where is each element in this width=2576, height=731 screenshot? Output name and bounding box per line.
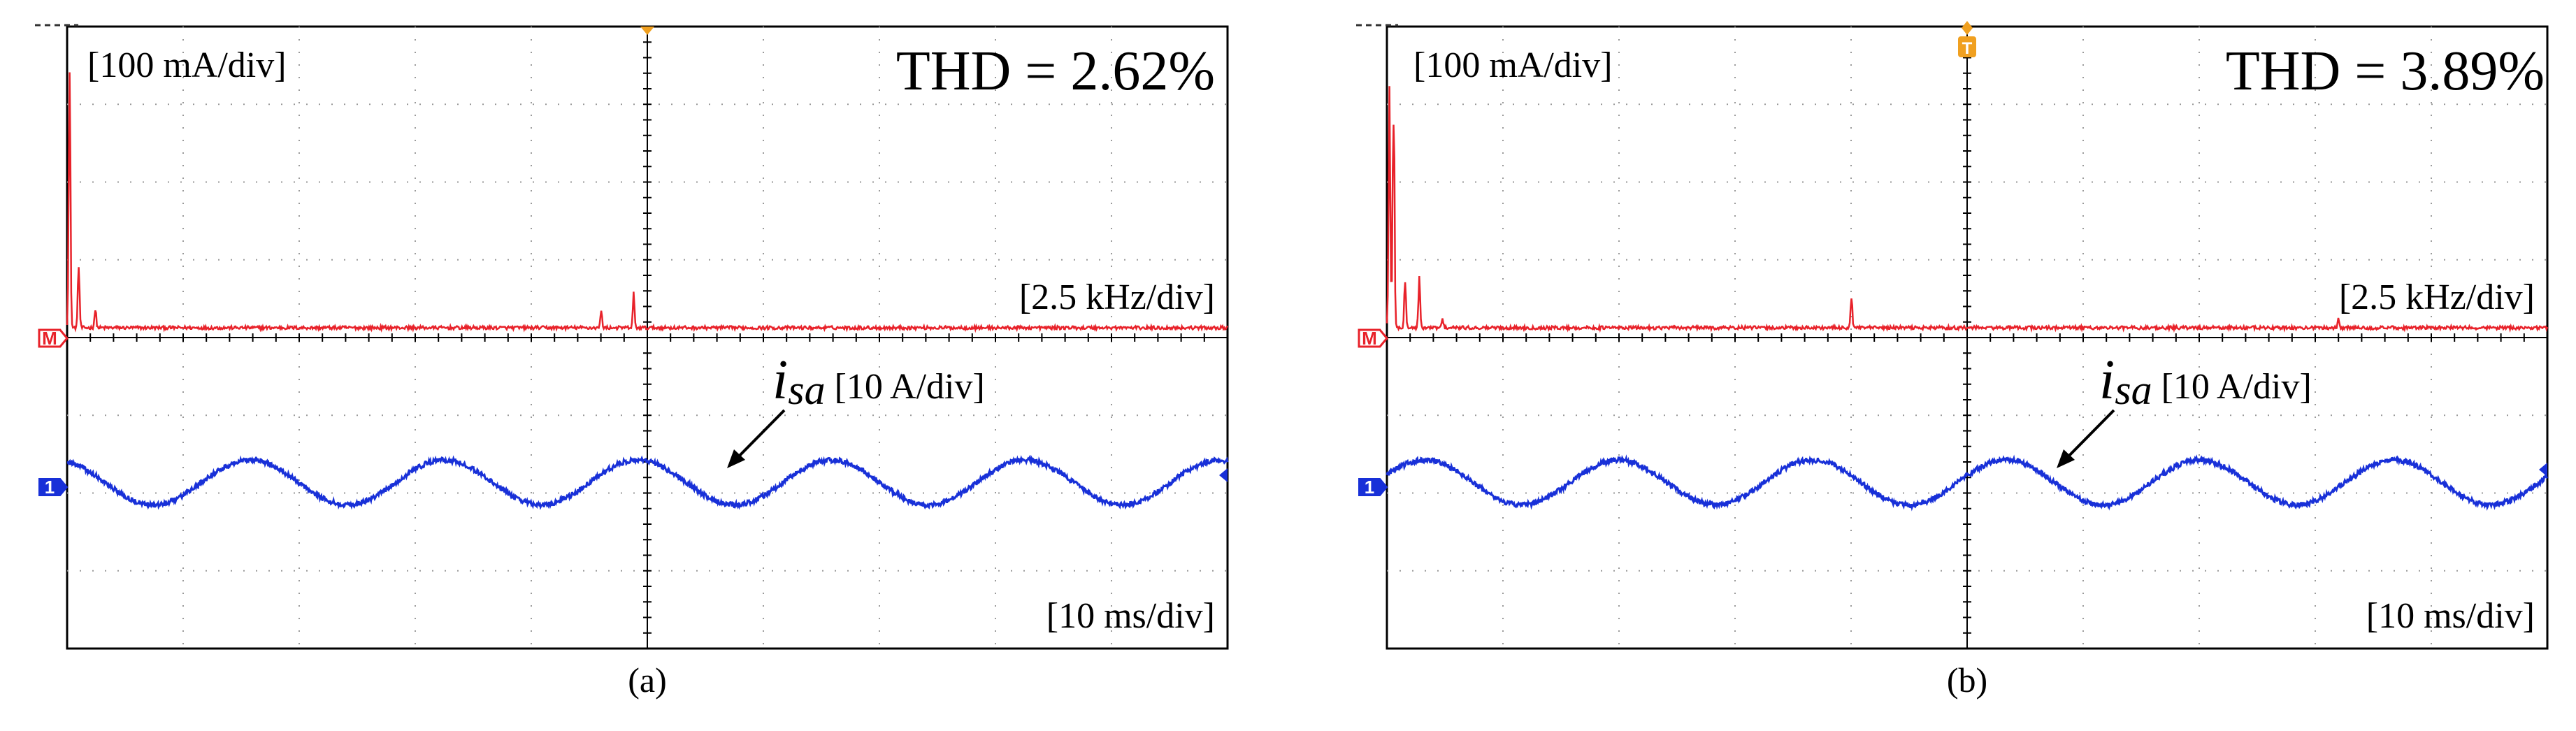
panel-a-current-label-sub: sa xyxy=(788,367,825,413)
panel-b-annotation-arrow-head xyxy=(2057,449,2075,468)
panel-a: M 1 [100 mA/div] THD = 2.62% [2.5 kHz/di… xyxy=(35,24,1229,700)
panel-a-center-ticks xyxy=(89,41,1205,634)
panel-b-ch1-marker: 1 xyxy=(1358,477,1388,498)
panel-b-trigger-marker-text: T xyxy=(1962,39,1973,58)
panel-b-current-label-var: i xyxy=(2099,349,2115,411)
panel-a-trigger-marker-icon xyxy=(640,27,654,35)
panel-a-fft-trace xyxy=(66,72,1228,333)
panel-a-freq-scale-label: [2.5 kHz/div] xyxy=(1019,277,1215,317)
panel-b-ch1-marker-text: 1 xyxy=(1365,477,1374,498)
panel-a-current-label-var: i xyxy=(772,349,788,411)
panel-b-annotation-arrow xyxy=(2057,409,2115,468)
panel-b-current-label: isa [10 A/div] xyxy=(2099,349,2312,413)
panel-b-time-scale-label: [10 ms/div] xyxy=(2366,596,2535,636)
panel-b-freq-scale-label: [2.5 kHz/div] xyxy=(2339,277,2535,317)
panel-a-math-marker-text: M xyxy=(42,328,57,349)
panel-b-center-ticks xyxy=(1409,41,2525,634)
panel-a-current-label-scale: [10 A/div] xyxy=(826,367,985,407)
panel-a-ch1-marker-text: 1 xyxy=(45,477,55,498)
panel-b-current-label-sub: sa xyxy=(2115,367,2152,413)
panel-a-ch1-marker: 1 xyxy=(38,477,69,498)
panel-b-ch1-marker-icon xyxy=(1358,478,1388,496)
panel-a-annotation-arrow-line xyxy=(733,409,786,463)
panel-b-fft-trace xyxy=(1386,86,2549,333)
panel-b-trigger-marker-diamond xyxy=(1962,21,1973,35)
panel-b-current-label-scale: [10 A/div] xyxy=(2152,367,2312,407)
panel-a-time-scale-label: [10 ms/div] xyxy=(1046,596,1215,636)
panel-a-annotation-arrow xyxy=(727,409,786,468)
panel-a-fft-scale-label: [100 mA/div] xyxy=(87,45,287,85)
panel-a-math-marker-icon xyxy=(38,328,69,348)
panel-b-math-marker-icon xyxy=(1358,328,1388,348)
panel-a-current-label: isa [10 A/div] xyxy=(772,349,985,413)
panel-b-caption: (b) xyxy=(1947,660,1987,700)
panel-b: T M 1 [100 mA/div] THD = 3.89% [2.5 kHz/… xyxy=(1356,21,2549,700)
panel-a-isa-trace xyxy=(66,454,1229,510)
panel-a-math-marker: M xyxy=(38,328,69,349)
panel-b-annotation-arrow-line xyxy=(2062,409,2115,463)
panel-a-ch1-marker-icon xyxy=(38,478,69,496)
panel-a-right-arrow-icon xyxy=(1219,468,1228,482)
panel-b-right-arrow-icon xyxy=(2539,463,2547,477)
panel-b-trigger-marker-box xyxy=(1958,36,1976,57)
panel-b-math-marker-text: M xyxy=(1362,328,1377,349)
panel-a-annotation-arrow-head xyxy=(727,449,745,468)
panel-a-thd-label: THD = 2.62% xyxy=(896,41,1215,102)
panel-b-trigger-marker: T xyxy=(1958,21,1976,58)
panel-b-math-marker: M xyxy=(1358,328,1388,349)
panel-b-thd-label: THD = 3.89% xyxy=(2226,41,2545,102)
panel-b-isa-trace xyxy=(1386,454,2549,512)
panel-b-fft-scale-label: [100 mA/div] xyxy=(1413,45,1613,85)
panel-a-caption: (a) xyxy=(628,660,667,700)
